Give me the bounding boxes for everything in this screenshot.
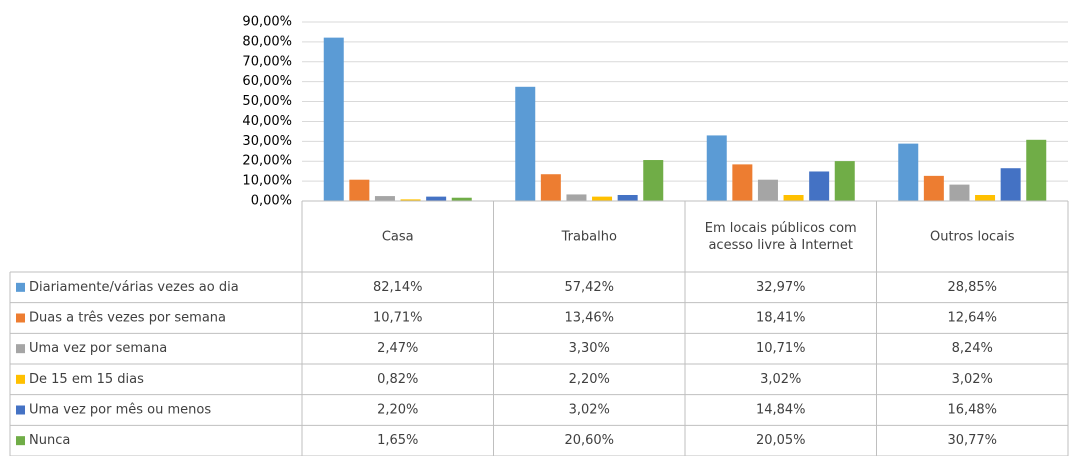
table-value: 3,02%	[952, 372, 993, 387]
table-value: 57,42%	[564, 280, 614, 295]
legend-swatch	[16, 405, 25, 415]
y-tick-label: 70,00%	[242, 54, 292, 69]
y-tick-label: 40,00%	[242, 114, 292, 129]
bar	[949, 184, 970, 201]
y-tick-label: 10,00%	[242, 174, 292, 189]
y-tick-label: 30,00%	[242, 134, 292, 149]
legend-swatch	[16, 344, 25, 354]
y-tick-label: 90,00%	[242, 15, 292, 30]
legend-label: Duas a três vezes por semana	[29, 311, 226, 326]
table-value: 2,20%	[377, 403, 418, 418]
table-value: 12,64%	[947, 311, 997, 326]
table-value: 18,41%	[756, 311, 806, 326]
table-value: 16,48%	[947, 403, 997, 418]
bar	[540, 174, 561, 201]
category-label: Trabalho	[561, 229, 617, 244]
table-value: 14,84%	[756, 403, 806, 418]
table-value: 30,77%	[947, 433, 997, 448]
bar	[1026, 139, 1047, 201]
category-label: Casa	[382, 229, 414, 244]
table-value: 0,82%	[377, 372, 418, 387]
bar	[400, 199, 421, 201]
legend-label: De 15 em 15 dias	[29, 372, 144, 387]
legend-label: Diariamente/várias vezes ao dia	[29, 280, 239, 295]
bar	[374, 196, 395, 201]
bar	[834, 161, 855, 201]
bar	[515, 86, 536, 201]
table-value: 32,97%	[756, 280, 806, 295]
bar	[566, 194, 587, 201]
legend-label: Uma vez por semana	[29, 341, 167, 356]
y-tick-label: 20,00%	[242, 154, 292, 169]
bar	[617, 194, 638, 201]
y-tick-label: 50,00%	[242, 94, 292, 109]
bar	[323, 37, 344, 202]
table-value: 28,85%	[947, 280, 997, 295]
bar	[1000, 168, 1021, 201]
legend-swatch	[16, 282, 25, 292]
y-tick-label: 0,00%	[251, 194, 292, 209]
bar	[349, 179, 370, 201]
table-value: 82,14%	[373, 280, 423, 295]
bar	[975, 194, 996, 201]
table-value: 10,71%	[373, 311, 423, 326]
legend-label: Nunca	[29, 433, 70, 448]
table-value: 2,47%	[377, 341, 418, 356]
table-value: 20,60%	[564, 433, 614, 448]
y-tick-label: 60,00%	[242, 74, 292, 89]
table-value: 10,71%	[756, 341, 806, 356]
bar	[809, 171, 830, 201]
table-value: 20,05%	[756, 433, 806, 448]
legend-label: Uma vez por mês ou menos	[29, 403, 211, 418]
legend-swatch	[16, 436, 25, 446]
bar	[451, 197, 472, 201]
bar	[643, 160, 664, 201]
bar	[732, 164, 753, 201]
table-value: 8,24%	[952, 341, 993, 356]
bar	[592, 196, 613, 201]
legend-swatch	[16, 313, 25, 323]
category-label: Outros locais	[930, 229, 1015, 244]
table-value: 2,20%	[569, 372, 610, 387]
bar	[783, 194, 804, 201]
table-value: 13,46%	[564, 311, 614, 326]
category-label: Em locais públicos com acesso livre à Int…	[705, 221, 857, 253]
bar	[923, 175, 944, 201]
bar	[757, 179, 778, 201]
bar	[706, 135, 727, 201]
table-value: 1,65%	[377, 433, 418, 448]
bar	[426, 196, 447, 201]
table-value: 3,02%	[760, 372, 801, 387]
table-value: 3,02%	[569, 403, 610, 418]
table-value: 3,30%	[569, 341, 610, 356]
bar	[898, 143, 919, 201]
y-tick-label: 80,00%	[242, 34, 292, 49]
legend-swatch	[16, 374, 25, 384]
